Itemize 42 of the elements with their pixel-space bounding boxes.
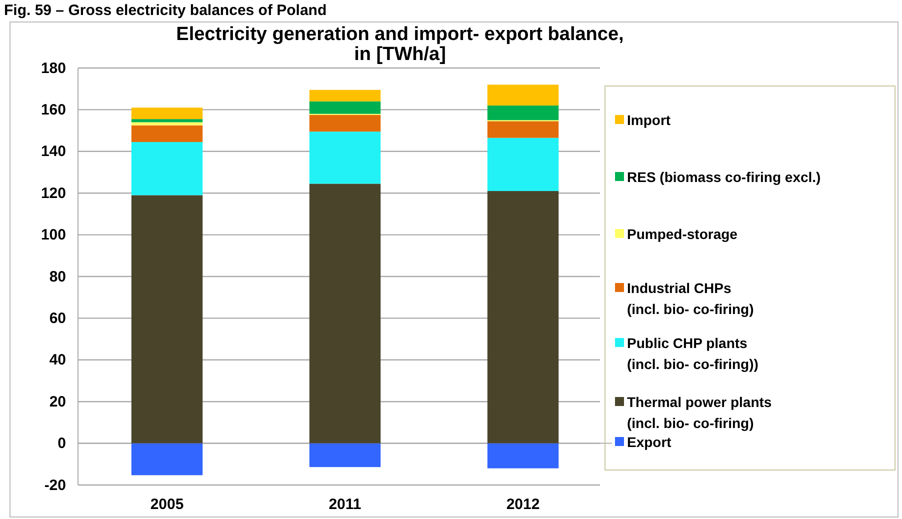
bar	[487, 84, 559, 106]
legend-label: Public CHP plants (incl. bio- co-firing))	[627, 335, 758, 372]
caption: Fig. 59 – Gross electricity balances of Poland	[4, 2, 327, 19]
bar	[487, 443, 559, 468]
y-tick-label: 140	[40, 143, 66, 160]
y-tick-label: 40	[49, 352, 66, 369]
bar	[131, 122, 203, 126]
legend-label: Thermal power plants (incl. bio- co-firing)	[627, 394, 772, 431]
x-tick-label: 2012	[506, 496, 540, 513]
y-tick-label: 0	[58, 435, 66, 452]
bar	[131, 108, 203, 120]
bar	[309, 132, 381, 184]
bar	[309, 114, 381, 132]
bar	[309, 184, 381, 444]
bar	[487, 121, 559, 138]
legend-label: Import	[627, 112, 671, 128]
x-tick-label: 2011	[328, 496, 362, 513]
bar	[131, 125, 203, 142]
y-tick-label: 80	[49, 268, 66, 286]
bar	[309, 443, 381, 468]
bar	[309, 90, 381, 102]
y-tick-label: 60	[49, 310, 66, 327]
legend-label: Pumped-storage	[627, 226, 738, 242]
y-tick-label: 100	[40, 226, 66, 244]
bar	[487, 106, 559, 120]
x-tick-label: 2005	[150, 496, 184, 513]
bar	[131, 119, 203, 122]
legend-label: Export	[627, 434, 672, 450]
y-tick-label: 120	[40, 184, 66, 202]
chart-title: Electricity generation and import- export balance, in [TWh/a]	[176, 24, 624, 65]
y-tick-label: -20	[44, 476, 66, 494]
legend-label: RES (biomass co-firing excl.)	[627, 169, 821, 185]
bar	[131, 443, 203, 476]
bar	[131, 195, 203, 444]
y-tick-label: 20	[49, 393, 66, 410]
bar	[487, 191, 559, 444]
legend-label: Industrial CHPs (incl. bio- co-firing)	[627, 280, 754, 317]
y-tick-label: 160	[40, 102, 66, 118]
bar	[487, 138, 559, 192]
y-tick-label: 180	[40, 60, 66, 77]
bar	[131, 142, 203, 196]
bar	[309, 101, 381, 114]
